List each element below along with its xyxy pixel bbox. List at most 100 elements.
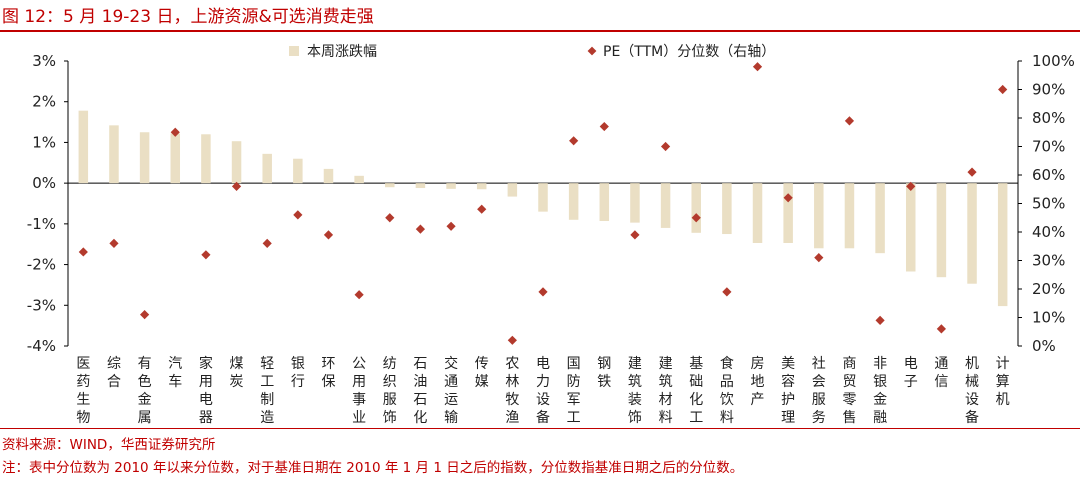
pe-marker-3	[140, 310, 150, 320]
bar-21	[691, 183, 701, 233]
bar-25	[814, 183, 824, 249]
category-label: 美容护理	[781, 356, 795, 426]
category-label: 银行	[291, 356, 305, 390]
legend-marker-pe	[587, 46, 597, 56]
bar-1	[78, 110, 89, 184]
right-tick-label: 80%	[1032, 109, 1065, 127]
bar-8	[293, 158, 303, 184]
right-tick-label: 100%	[1032, 52, 1075, 70]
bar-26	[844, 183, 855, 249]
bar-14	[476, 183, 487, 190]
bar-20	[660, 183, 671, 228]
pe-marker-13	[446, 221, 456, 231]
category-label: 汽车	[168, 356, 182, 390]
pe-marker-5	[201, 250, 211, 260]
bar-3	[139, 132, 150, 184]
category-label: 建筑材料	[659, 356, 673, 426]
bar-30	[967, 183, 977, 284]
pe-marker-25	[814, 253, 824, 263]
pe-marker-11	[385, 213, 395, 223]
category-label: 农林牧渔	[505, 356, 519, 426]
category-label: 轻工制造	[260, 356, 274, 426]
bar-24	[783, 183, 793, 243]
category-label: 石油石化	[413, 356, 427, 426]
category-label: 钢铁	[597, 356, 611, 390]
bar-22	[722, 183, 732, 235]
category-label: 医药生物	[76, 356, 90, 426]
pe-marker-31	[998, 84, 1008, 95]
left-tick-label: 3%	[32, 52, 56, 70]
category-label: 通信	[934, 356, 948, 390]
category-label: 环保	[321, 356, 335, 390]
right-tick-label: 90%	[1032, 81, 1065, 99]
bar-29	[936, 183, 947, 278]
pe-marker-24	[783, 193, 793, 203]
pe-marker-16	[538, 287, 548, 297]
category-label: 基础化工	[689, 355, 703, 426]
bar-18	[599, 183, 610, 222]
pe-marker-21	[691, 213, 701, 223]
top-rule	[0, 30, 1080, 32]
category-label: 机械设备	[965, 356, 979, 426]
category-label: 有色金属	[138, 356, 152, 426]
category-label: 家用电器	[199, 355, 213, 426]
category-label: 电力设备	[536, 356, 550, 426]
category-label: 传媒	[475, 356, 489, 390]
left-tick-label: -3%	[27, 296, 56, 314]
category-label: 房地产	[751, 356, 765, 408]
right-tick-label: 10%	[1032, 309, 1065, 327]
bar-9	[323, 168, 334, 184]
legend-swatch-bar	[289, 46, 299, 56]
pe-marker-18	[599, 121, 609, 132]
category-label: 商贸零售	[842, 356, 856, 426]
bar-10	[354, 175, 364, 184]
bar-17	[568, 183, 579, 220]
pe-marker-9	[323, 230, 334, 240]
left-tick-label: 1%	[32, 133, 56, 151]
right-tick-label: 40%	[1032, 223, 1065, 241]
bar-11	[385, 183, 395, 188]
right-tick-label: 0%	[1032, 337, 1056, 355]
bar-16	[538, 183, 548, 212]
left-tick-label: -4%	[27, 337, 56, 355]
bar-27	[875, 183, 885, 254]
category-label: 综合	[107, 356, 121, 390]
pe-marker-22	[722, 287, 732, 297]
pe-marker-23	[752, 62, 763, 72]
bar-15	[507, 183, 518, 197]
pe-marker-20	[660, 141, 671, 152]
category-label: 交通运输	[444, 355, 458, 426]
bar-5	[201, 134, 211, 184]
pe-marker-7	[262, 238, 272, 248]
bar-31	[997, 183, 1008, 307]
bar-28	[905, 183, 916, 272]
category-label: 电子	[904, 356, 918, 390]
right-tick-label: 20%	[1032, 280, 1065, 298]
category-label: 纺织服饰	[383, 356, 397, 426]
bar-6	[231, 141, 242, 184]
left-tick-label: 0%	[32, 174, 56, 192]
pe-marker-10	[354, 290, 364, 300]
pe-marker-15	[507, 335, 517, 345]
figure-header: 图 12：5 月 19-23 日，上游资源&可选消费走强	[0, 0, 1080, 30]
bar-19	[630, 183, 640, 223]
left-tick-label: -1%	[27, 215, 56, 233]
legend-label-pe: PE（TTM）分位数（右轴）	[603, 44, 775, 60]
bar-4	[170, 133, 181, 184]
legend-label-bar: 本周涨跌幅	[307, 44, 377, 60]
bar-23	[752, 183, 763, 243]
category-label: 公用事业	[352, 356, 366, 426]
category-label: 计算机	[996, 356, 1010, 408]
bar-scatter-chart: -4% -3% -2% -1% 0% 1% 2% 3% 0% 10% 20% 30% 40% 50% 60%…	[27, 44, 1075, 426]
pe-marker-19	[630, 230, 640, 240]
category-label: 建筑装饰	[628, 356, 642, 426]
pe-marker-6	[231, 181, 242, 191]
pe-marker-29	[936, 324, 946, 334]
pe-marker-12	[415, 224, 426, 234]
pe-marker-26	[844, 116, 855, 126]
right-tick-label: 30%	[1032, 252, 1065, 270]
right-tick-label: 50%	[1032, 195, 1065, 213]
pe-marker-30	[967, 167, 977, 177]
bar-2	[109, 125, 119, 184]
bar-13	[446, 183, 456, 189]
